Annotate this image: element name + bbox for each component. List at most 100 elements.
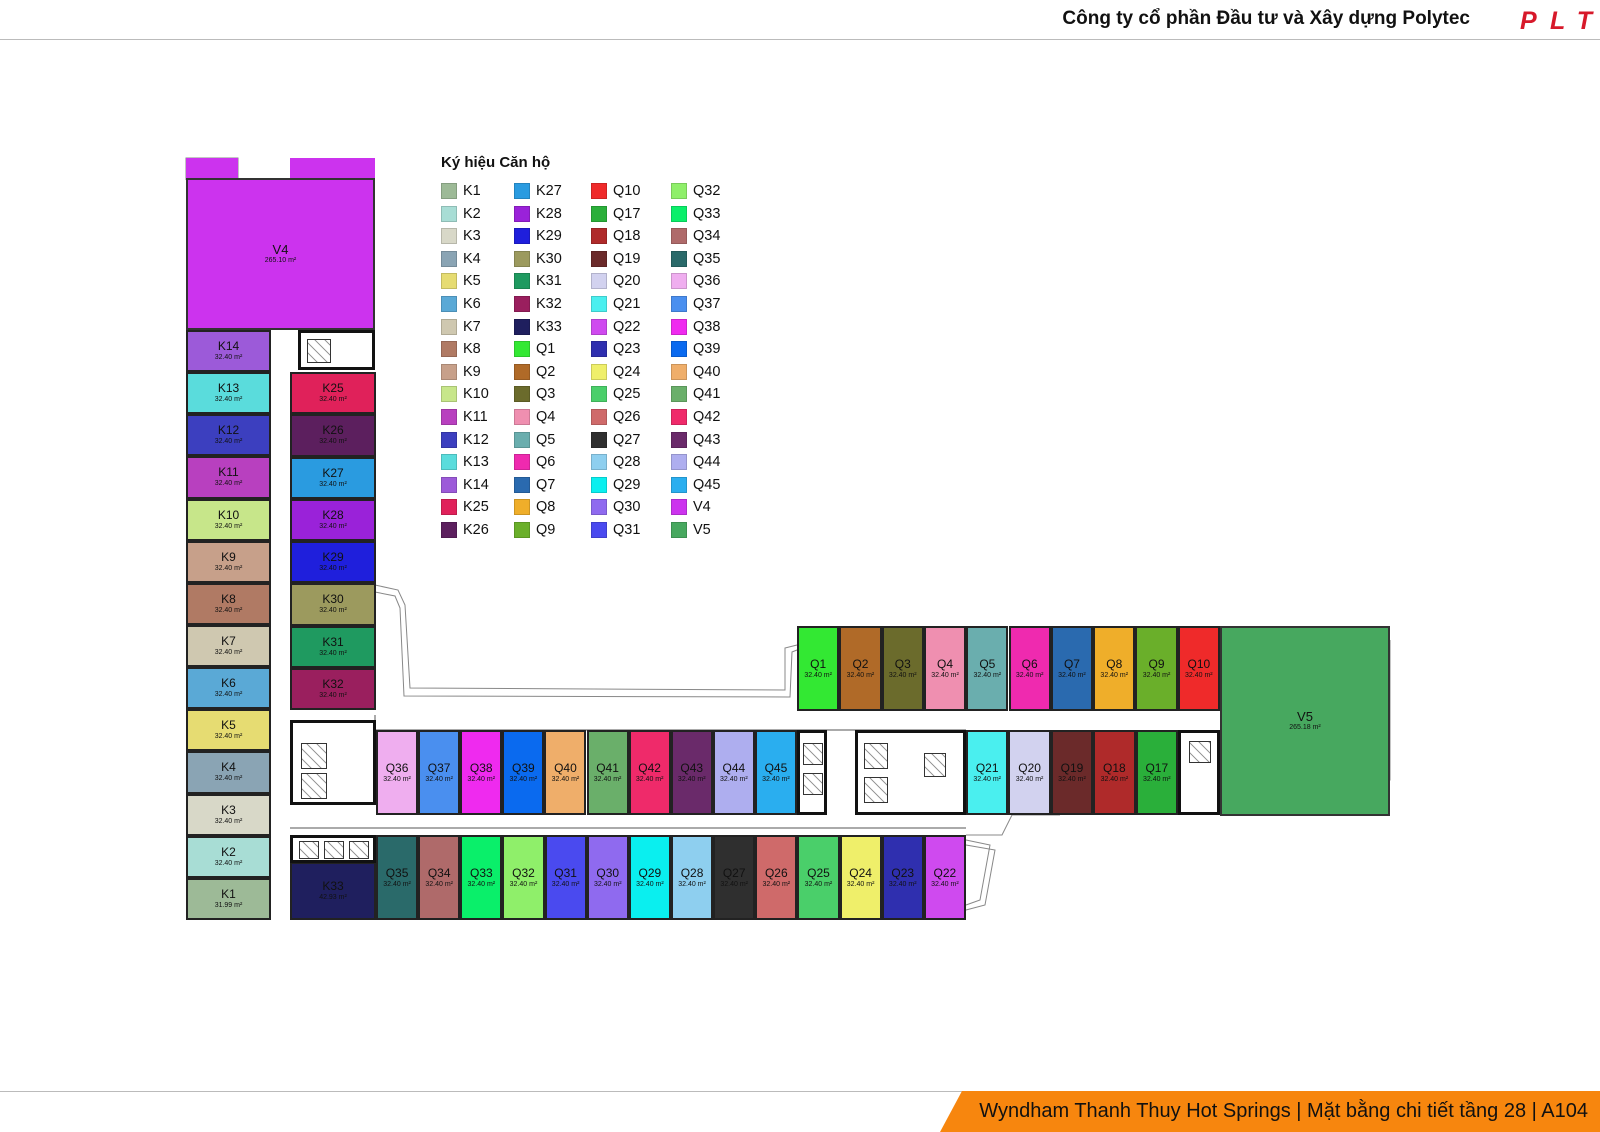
- unit-q28[interactable]: Q28 32.40 m²: [670, 835, 714, 920]
- legend-swatch: [671, 273, 687, 290]
- legend-swatch: [514, 318, 530, 335]
- unit-q20[interactable]: Q20 32.40 m²: [1008, 730, 1051, 815]
- unit-q7[interactable]: Q7 32.40 m²: [1050, 626, 1094, 711]
- unit-q6[interactable]: Q6 32.40 m²: [1008, 626, 1051, 711]
- unit-k29[interactable]: K29 32.40 m²: [290, 541, 376, 584]
- elevator-icon: [349, 841, 369, 859]
- legend-label: V5: [693, 522, 711, 538]
- legend-swatch: [514, 409, 530, 425]
- unit-k32[interactable]: K32 32.40 m²: [290, 667, 376, 710]
- unit-k26[interactable]: K26 32.40 m²: [290, 414, 376, 457]
- unit-q41[interactable]: Q41 32.40 m²: [586, 730, 629, 815]
- legend-item: Q25: [591, 385, 640, 403]
- unit-q32[interactable]: Q32 32.40 m²: [502, 835, 545, 920]
- legend-label: Q10: [613, 183, 641, 199]
- unit-q9[interactable]: Q9 32.40 m²: [1135, 626, 1178, 711]
- unit-area: 32.40 m²: [635, 775, 664, 783]
- unit-q29[interactable]: Q29 32.40 m²: [628, 835, 671, 920]
- unit-label: Q41: [596, 760, 619, 775]
- legend-item: Q30: [591, 498, 640, 516]
- unit-label: Q23: [891, 865, 915, 880]
- unit-k27[interactable]: K27 32.40 m²: [290, 456, 376, 499]
- unit-label: K25: [322, 381, 344, 396]
- unit-q31[interactable]: Q31 32.40 m²: [544, 835, 587, 920]
- unit-k12[interactable]: K12 32.40 m²: [186, 414, 271, 457]
- legend-item: Q27: [591, 431, 640, 449]
- unit-q18[interactable]: Q18 32.40 m²: [1093, 730, 1136, 815]
- unit-k5[interactable]: K5 32.40 m²: [186, 709, 271, 752]
- legend-label: Q3: [536, 386, 556, 403]
- unit-q30[interactable]: Q30 32.40 m²: [586, 835, 629, 920]
- unit-area: 32.40 m²: [551, 880, 580, 888]
- unit-q34[interactable]: Q34 32.40 m²: [418, 835, 461, 920]
- unit-label: Q20: [1018, 760, 1041, 775]
- unit-q22[interactable]: Q22 32.40 m²: [923, 835, 966, 920]
- unit-q25[interactable]: Q25 32.40 m²: [797, 835, 840, 920]
- unit-k9[interactable]: K9 32.40 m²: [186, 540, 271, 583]
- legend-item: Q6: [514, 453, 555, 471]
- unit-area: 32.40 m²: [319, 691, 347, 699]
- unit-q37[interactable]: Q37 32.40 m²: [418, 730, 461, 815]
- legend-label: Q45: [693, 476, 721, 493]
- unit-area: 32.40 m²: [214, 564, 243, 572]
- unit-k13[interactable]: K13 32.40 m²: [186, 372, 271, 415]
- elevator-lobby: [290, 835, 376, 863]
- legend-swatch: [671, 228, 687, 245]
- unit-q1[interactable]: Q1 32.40 m²: [797, 626, 840, 711]
- unit-q45[interactable]: Q45 32.40 m²: [754, 730, 797, 815]
- unit-q24[interactable]: Q24 32.40 m²: [839, 835, 882, 920]
- unit-q10[interactable]: Q10 32.40 m²: [1177, 626, 1220, 711]
- unit-q39[interactable]: Q39 32.40 m²: [502, 730, 545, 815]
- unit-v5[interactable]: V5 265.18 m²: [1220, 626, 1390, 816]
- unit-k31[interactable]: K31 32.40 m²: [290, 625, 376, 668]
- legend-label: K30: [536, 250, 562, 267]
- unit-q38[interactable]: Q38 32.40 m²: [460, 730, 503, 815]
- unit-k3[interactable]: K3 32.40 m²: [186, 793, 271, 836]
- unit-k6[interactable]: K6 32.40 m²: [186, 667, 271, 710]
- unit-q23[interactable]: Q23 32.40 m²: [881, 835, 924, 920]
- unit-k28[interactable]: K28 32.40 m²: [290, 498, 376, 541]
- unit-q2[interactable]: Q2 32.40 m²: [839, 626, 882, 711]
- legend-swatch: [591, 454, 607, 471]
- unit-k10[interactable]: K10 32.40 m²: [186, 498, 271, 541]
- unit-k4[interactable]: K4 32.40 m²: [186, 751, 271, 794]
- unit-q17[interactable]: Q17 32.40 m²: [1135, 730, 1178, 815]
- unit-q40[interactable]: Q40 32.40 m²: [544, 730, 587, 815]
- unit-k30[interactable]: K30 32.40 m²: [290, 583, 376, 626]
- unit-q35[interactable]: Q35 32.40 m²: [376, 835, 419, 920]
- legend-label: Q27: [613, 431, 641, 448]
- legend-swatch: [514, 183, 530, 199]
- unit-label: Q22: [933, 865, 957, 880]
- unit-q4[interactable]: Q4 32.40 m²: [923, 626, 967, 711]
- unit-k33[interactable]: K33 42.93 m²: [290, 862, 376, 920]
- unit-k11[interactable]: K11 32.40 m²: [186, 456, 271, 499]
- unit-q19[interactable]: Q19 32.40 m²: [1050, 730, 1094, 815]
- unit-v4[interactable]: V4 265.10 m²: [186, 178, 375, 330]
- unit-q8[interactable]: Q8 32.40 m²: [1093, 626, 1136, 711]
- unit-k2[interactable]: K2 32.40 m²: [186, 835, 271, 878]
- unit-label: Q35: [385, 865, 409, 880]
- unit-q43[interactable]: Q43 32.40 m²: [670, 730, 713, 815]
- unit-q5[interactable]: Q5 32.40 m²: [966, 626, 1009, 711]
- unit-k25[interactable]: K25 32.40 m²: [290, 372, 376, 415]
- unit-q36[interactable]: Q36 32.40 m²: [376, 730, 419, 815]
- unit-q44[interactable]: Q44 32.40 m²: [712, 730, 755, 815]
- legend-item: K5: [441, 272, 481, 290]
- unit-q33[interactable]: Q33 32.40 m²: [460, 835, 503, 920]
- unit-area: 32.40 m²: [467, 775, 496, 783]
- unit-q42[interactable]: Q42 32.40 m²: [628, 730, 671, 815]
- unit-k7[interactable]: K7 32.40 m²: [186, 624, 271, 668]
- unit-area: 32.40 m²: [214, 649, 243, 657]
- unit-k14[interactable]: K14 32.40 m²: [186, 330, 271, 373]
- unit-k1[interactable]: K1 31.99 m²: [186, 877, 271, 920]
- legend-item: Q10: [591, 182, 640, 200]
- unit-q27[interactable]: Q27 32.40 m²: [713, 835, 756, 920]
- legend-item: V4: [671, 498, 711, 516]
- unit-area: 32.40 m²: [677, 775, 706, 783]
- unit-label: K1: [221, 886, 236, 901]
- unit-q21[interactable]: Q21 32.40 m²: [966, 730, 1009, 815]
- legend-swatch: [514, 363, 530, 380]
- unit-k8[interactable]: K8 32.40 m²: [186, 582, 271, 625]
- unit-q3[interactable]: Q3 32.40 m²: [881, 626, 924, 711]
- unit-q26[interactable]: Q26 32.40 m²: [755, 835, 798, 920]
